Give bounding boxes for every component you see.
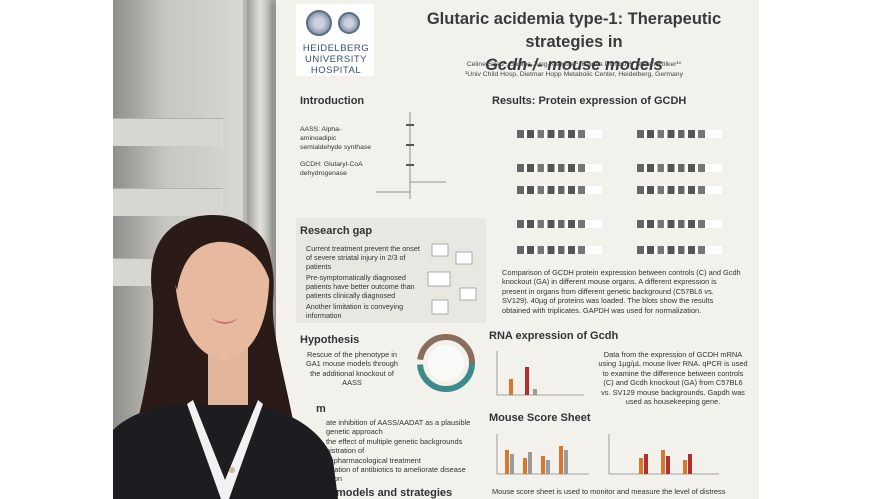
mouse-score-caption: Mouse score sheet is used to monitor and… bbox=[492, 487, 726, 496]
lysine-pathway-diagram bbox=[376, 112, 446, 199]
list-item: Current treatment prevent the onset of s… bbox=[306, 244, 420, 271]
institution-line: HOSPITAL bbox=[310, 65, 362, 76]
section-heading-models: models and strategies bbox=[336, 487, 453, 499]
photo: HEIDELBERG UNIVERSITY HOSPITAL Glutaric … bbox=[113, 0, 759, 499]
authors: Celine Saad¹, Sabine Jung-Klawitter¹, Bi… bbox=[466, 61, 682, 68]
list-item: ate inhibition of AASS/AADAT as a plausi… bbox=[326, 418, 471, 427]
blot-band bbox=[637, 186, 722, 194]
western-blot-panels bbox=[489, 108, 741, 264]
institution-line: HEIDELBERG bbox=[302, 43, 370, 54]
blot-band bbox=[517, 164, 602, 172]
blot-band bbox=[637, 246, 722, 254]
hypothesis-text: Rescue of the phenotype in GA1 mouse mod… bbox=[305, 350, 399, 388]
section-heading-rna: RNA expression of Gcdh bbox=[489, 330, 619, 342]
wall-panel bbox=[113, 118, 223, 146]
section-heading-results-protein: Results: Protein expression of GCDH bbox=[492, 95, 687, 107]
research-gap-box bbox=[296, 218, 486, 323]
authors-block: Celine Saad¹, Sabine Jung-Klawitter¹, Bi… bbox=[394, 60, 754, 80]
blot-band bbox=[637, 130, 722, 138]
list-item: Pre-symptomatically diagnosed patients h… bbox=[306, 273, 415, 300]
crest-icon bbox=[338, 12, 360, 34]
research-gap-list: Current treatment prevent the onset of s… bbox=[306, 244, 421, 322]
hypothesis-cycle-icon bbox=[417, 334, 475, 392]
mouse-score-charts bbox=[496, 434, 719, 475]
blot-band bbox=[517, 220, 602, 228]
list-item: genetic approach bbox=[326, 427, 383, 437]
blot-band bbox=[517, 186, 602, 194]
university-logo: HEIDELBERG UNIVERSITY HOSPITAL bbox=[296, 4, 374, 76]
wall-panel bbox=[113, 188, 223, 216]
section-heading-aim: m bbox=[316, 403, 326, 415]
affiliation: ¹Univ Child Hosp, Dietmar Hopp Metabolic… bbox=[465, 71, 683, 78]
presenter-person bbox=[113, 215, 338, 499]
institution-line: UNIVERSITY bbox=[304, 54, 367, 65]
list-item: the effect of multiple genetic backgroun… bbox=[326, 436, 463, 446]
section-heading-introduction: Introduction bbox=[300, 95, 365, 107]
intro-gcdh-label: GCDH: Glutaryl-CoA dehydrogenase bbox=[300, 161, 363, 177]
poster-title: Glutaric acidemia type-1: Therapeutic st… bbox=[394, 8, 754, 77]
blot-band bbox=[637, 164, 722, 172]
blot-band bbox=[517, 130, 602, 138]
protein-caption: Comparison of GCDH protein expression be… bbox=[502, 268, 741, 315]
research-gap-flow-diagram bbox=[427, 243, 477, 315]
list-item: Another limitation is conveying informat… bbox=[306, 302, 404, 320]
blot-band bbox=[517, 246, 602, 254]
list-item: stration of antibiotics to ameliorate di… bbox=[326, 465, 466, 475]
title-line-1: Glutaric acidemia type-1: Therapeutic st… bbox=[426, 10, 722, 51]
blot-band bbox=[637, 220, 722, 228]
rna-bar-chart bbox=[496, 351, 584, 396]
list-item: al pharmacological treatment bbox=[326, 455, 421, 465]
section-heading-hypothesis: Hypothesis bbox=[300, 334, 360, 346]
section-heading-research-gap: Research gap bbox=[300, 225, 373, 237]
rna-caption: Data from the expression of GCDH mRNA us… bbox=[598, 350, 748, 407]
scientific-poster: HEIDELBERG UNIVERSITY HOSPITAL Glutaric … bbox=[276, 0, 759, 499]
intro-aass-label: AASS: Alpha-aminoadipic semialdehyde syn… bbox=[300, 126, 372, 151]
title-line-2: Gcdh-/- mouse models bbox=[485, 56, 663, 74]
seal-icon bbox=[306, 10, 332, 36]
section-heading-mouse-score: Mouse Score Sheet bbox=[489, 412, 591, 424]
list-item: nistration of bbox=[326, 446, 365, 456]
